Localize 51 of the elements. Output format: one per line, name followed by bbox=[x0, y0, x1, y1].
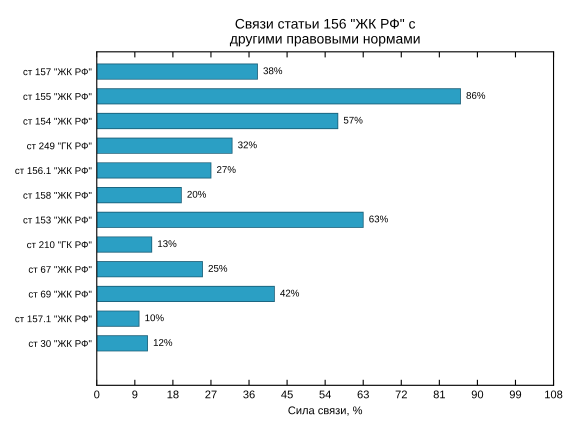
bar bbox=[96, 310, 140, 327]
y-tick-label: ст 30 "ЖК РФ" bbox=[28, 340, 92, 347]
x-tick-label: 81 bbox=[434, 390, 445, 398]
y-tick-label: ст 69 "ЖК РФ" bbox=[28, 290, 92, 298]
y-tick-label: ст 158 "ЖК РФ" bbox=[23, 192, 92, 199]
y-tick-label: ст 155 "ЖК РФ" bbox=[23, 93, 92, 100]
data-label: 20% bbox=[187, 190, 206, 198]
x-tick-label: 54 bbox=[319, 390, 332, 398]
y-tick-label: ст 67 "ЖК РФ" bbox=[28, 266, 92, 273]
data-label: 13% bbox=[158, 240, 176, 248]
x-tick-label: 45 bbox=[281, 390, 293, 398]
x-axis-title: Сила связи, % bbox=[288, 406, 362, 416]
y-tick-label: ст 156.1 "ЖК РФ" bbox=[15, 167, 92, 174]
data-label: 12% bbox=[154, 339, 172, 346]
x-tick-label: 63 bbox=[358, 390, 369, 398]
x-tick-label: 18 bbox=[168, 390, 179, 398]
x-tick-label: 99 bbox=[510, 390, 522, 398]
x-tick-label: 36 bbox=[243, 390, 255, 398]
data-label: 10% bbox=[145, 314, 164, 322]
bar bbox=[96, 261, 203, 278]
bar bbox=[96, 236, 152, 253]
data-label: 63% bbox=[369, 216, 388, 222]
bar bbox=[96, 212, 364, 228]
x-tick-label: 0 bbox=[94, 390, 100, 398]
data-label: 27% bbox=[217, 166, 236, 173]
bar bbox=[96, 64, 258, 80]
data-label: 32% bbox=[238, 141, 257, 148]
data-label: 86% bbox=[466, 92, 486, 99]
bar bbox=[96, 88, 461, 104]
data-label: 57% bbox=[344, 116, 363, 124]
y-tick-label: ст 210 "ГК РФ" bbox=[27, 241, 92, 248]
bar bbox=[96, 187, 182, 204]
x-tick-label: 90 bbox=[472, 390, 484, 398]
chart-title: Связи статьи 156 "ЖК РФ" с другими правовыми нормами bbox=[230, 18, 420, 46]
x-tick-label: 9 bbox=[132, 390, 138, 398]
x-tick-label: 108 bbox=[545, 390, 562, 398]
x-tick-label: 27 bbox=[205, 390, 217, 398]
bar bbox=[96, 286, 275, 302]
bar bbox=[96, 138, 233, 154]
x-tick-label: 72 bbox=[396, 390, 407, 398]
bar bbox=[96, 335, 148, 352]
bar bbox=[96, 112, 338, 130]
y-tick-label: ст 153 "ЖК РФ" bbox=[23, 216, 92, 224]
bar bbox=[96, 162, 212, 178]
data-label: 38% bbox=[263, 67, 282, 74]
y-tick-label: ст 249 "ГК РФ" bbox=[27, 142, 92, 150]
data-label: 42% bbox=[280, 290, 300, 297]
data-label: 25% bbox=[208, 264, 228, 272]
y-tick-label: ст 154 "ЖК РФ" bbox=[23, 118, 92, 125]
y-tick-label: ст 157 "ЖК РФ" bbox=[23, 68, 92, 76]
y-tick-label: ст 157.1 "ЖК РФ" bbox=[15, 315, 92, 322]
